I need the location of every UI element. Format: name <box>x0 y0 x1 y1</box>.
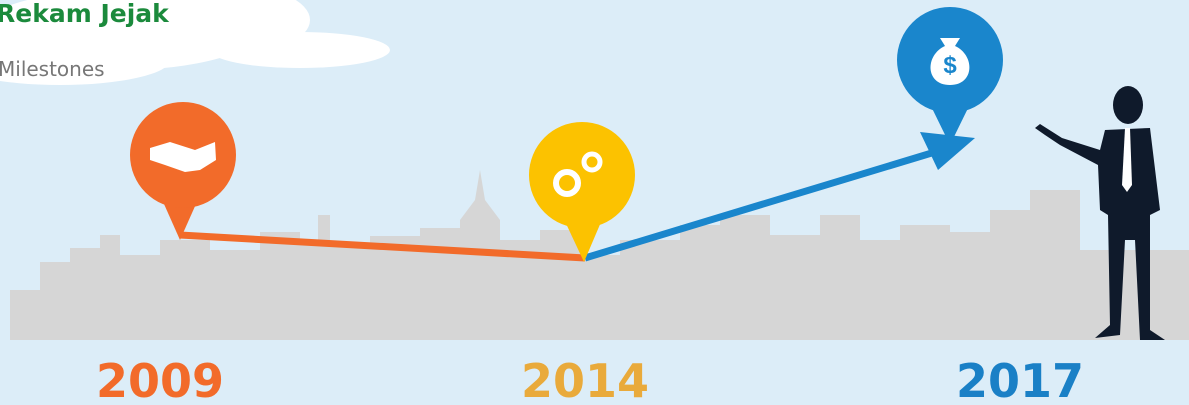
dollar-icon: $ <box>943 52 957 79</box>
year-label: 2017 <box>956 354 1084 405</box>
title: Rekam Jejak <box>0 0 170 28</box>
year-label: 2014 <box>521 354 649 405</box>
subtitle: Milestones <box>0 57 105 81</box>
infographic: $ Rekam Jejak Milestones 2009 2014 2017 <box>0 0 1189 405</box>
year-label: 2009 <box>96 354 224 405</box>
page: $ Rekam Jejak Milestones 2009 2014 2017 … <box>0 0 1189 405</box>
